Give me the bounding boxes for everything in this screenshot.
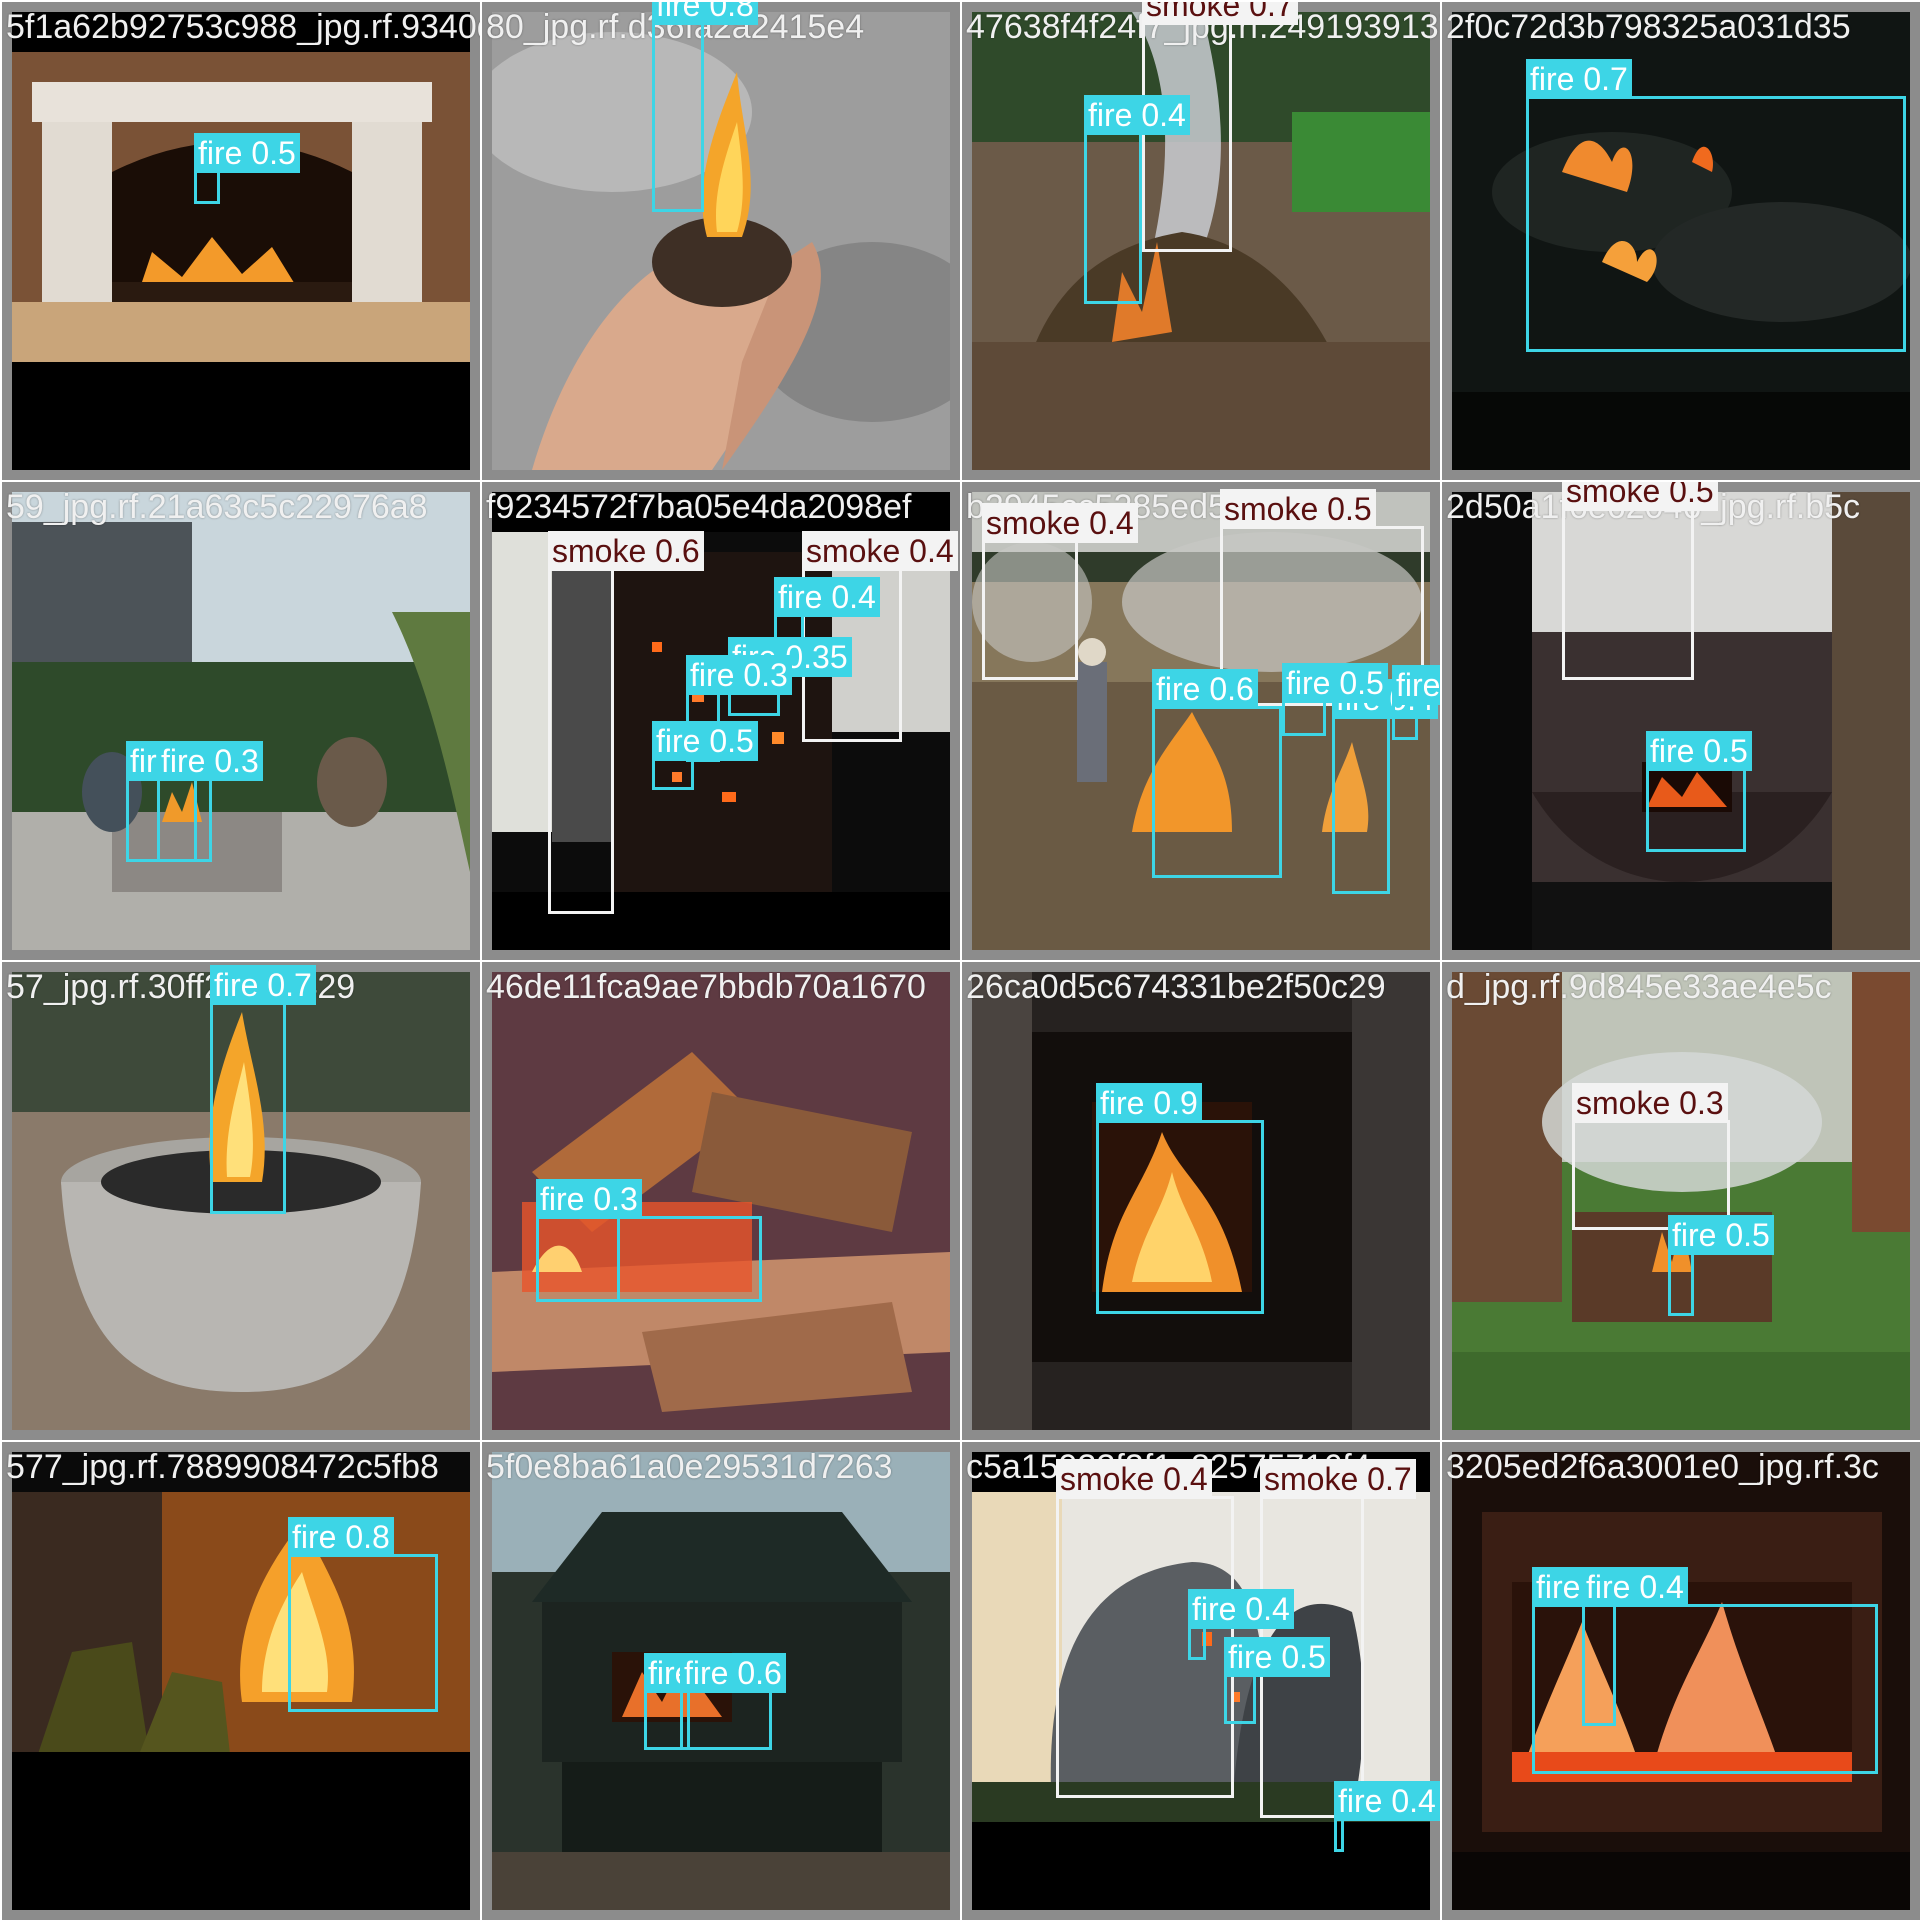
- detection-label: fire 0.6: [1152, 669, 1258, 709]
- fire-detection-box: fire 0.7: [210, 965, 316, 1214]
- fire-detection-box: fire 0.4: [1084, 95, 1190, 304]
- prediction-tile: 577_jpg.rf.7889908472c5fb8 fire 0.8: [0, 1440, 480, 1920]
- fire-detection-box: fire 0.6: [680, 1653, 786, 1750]
- fire-detection-box: fire 0.4: [1332, 679, 1438, 894]
- scene-photo: [492, 12, 950, 470]
- scene-photo: [972, 12, 1430, 470]
- detection-label: fire 0.5: [1224, 1637, 1330, 1677]
- fire-detection-box: fire 0.7: [1526, 59, 1906, 352]
- smoke-detection-box: smoke 0.4: [1056, 1459, 1234, 1798]
- detection-label: fire 0.8: [288, 1517, 394, 1557]
- detection-label: fire 0.4: [774, 577, 880, 617]
- fire-detection-box: fire 0.4: [774, 577, 880, 648]
- detection-label: fire 0.7: [1526, 59, 1632, 99]
- prediction-tile: 57_jpg.rf.30ff2a312429 fire 0.7: [0, 960, 480, 1440]
- scene-photo: [1452, 1452, 1910, 1910]
- smoke-detection-box: smoke 0.7: [1142, 2, 1298, 252]
- detection-label: fire 0.8: [652, 2, 758, 25]
- prediction-tile: 2f0c72d3b798325a031d35 fire 0.7: [1440, 0, 1920, 480]
- fire-detection-box: fire 0.5: [1224, 1637, 1330, 1724]
- fire-detection-box: fire 0.4: [1334, 1781, 1440, 1852]
- detection-label: smoke 0.5: [1562, 482, 1718, 511]
- detection-label: fire 0.5: [1282, 663, 1388, 703]
- detection-label: smoke 0.3: [1572, 1083, 1728, 1123]
- scene-photo: [1452, 972, 1910, 1430]
- detection-label: fire 0.4: [1334, 1781, 1440, 1821]
- fire-detection-box: fire 0.6: [1152, 669, 1282, 878]
- smoke-detection-box: smoke 0.5: [1220, 489, 1424, 706]
- smoke-detection-box: smoke 0.6: [548, 531, 704, 914]
- detection-label: fire 0.3: [536, 1179, 642, 1219]
- fire-detection-box: fire 0.5: [1668, 1215, 1774, 1316]
- fire-detection-box: fire 0.8: [652, 2, 758, 212]
- scene-photo: [12, 492, 470, 950]
- detection-label: fire 0.5: [1646, 731, 1752, 771]
- fire-detection-box: fire 0.4: [1582, 1567, 1688, 1726]
- fire-detection-box: fire 0.5: [652, 721, 758, 790]
- prediction-tile: 26ca0d5c674331be2f50c29 fire 0.9: [960, 960, 1440, 1440]
- fire-detection-box: fire 0.3: [536, 1179, 642, 1302]
- prediction-tile: f9234572f7ba05e4da2098ef smoke 0.6 smoke 0…: [480, 480, 960, 960]
- fire-detection-box: fire 0.8: [288, 1517, 438, 1712]
- detection-label: smoke 0.4: [1056, 1459, 1212, 1499]
- detection-label: fire 0.6: [680, 1653, 786, 1693]
- fire-detection-box: fire 0.3: [157, 741, 263, 862]
- prediction-tile: 80_jpg.rf.d36fa2a2415e4 fire 0.8: [480, 0, 960, 480]
- smoke-detection-box: smoke 0.3: [1572, 1083, 1730, 1230]
- detection-label: smoke 0.7: [1260, 1459, 1416, 1499]
- fire-detection-box: fire 0.9: [1096, 1083, 1264, 1314]
- detection-label: fire 0.4: [1188, 1589, 1294, 1629]
- scene-photo: [1452, 492, 1910, 950]
- prediction-tile: d_jpg.rf.9d845e33ae4e5c smoke 0.3 fire 0.5: [1440, 960, 1920, 1440]
- detection-label: smoke 0.6: [548, 531, 704, 571]
- detection-label: fire 0.5: [1668, 1215, 1774, 1255]
- scene-photo: [12, 12, 470, 470]
- detection-label: smoke 0.4: [982, 503, 1138, 543]
- detection-label: fire 0.3: [1392, 665, 1440, 705]
- fire-detection-box: fire 0.5: [1282, 663, 1388, 736]
- fire-detection-box: fire 0.5: [1646, 731, 1752, 852]
- prediction-tile: 59_jpg.rf.21a63c5c22976a8 fire fire 0.3: [0, 480, 480, 960]
- fire-detection-box: fire 0.5: [194, 133, 300, 204]
- detection-label: fire 0.7: [210, 965, 316, 1005]
- detection-label: smoke 0.5: [1220, 489, 1376, 529]
- detection-label: fire 0.5: [652, 721, 758, 761]
- smoke-detection-box: smoke 0.5: [1562, 482, 1718, 680]
- detection-label: smoke 0.4: [802, 531, 958, 571]
- smoke-detection-box: smoke 0.4: [982, 503, 1138, 680]
- detection-label: fire 0.4: [1582, 1567, 1688, 1607]
- detection-label: fire 0.3: [157, 741, 263, 781]
- scene-photo: [12, 972, 470, 1430]
- detection-label: fire 0.4: [1084, 95, 1190, 135]
- scene-photo: [12, 1452, 470, 1910]
- scene-photo: [972, 972, 1430, 1430]
- detection-label: fire 0.3: [686, 655, 792, 695]
- detection-label: smoke 0.7: [1142, 2, 1298, 25]
- fire-detection-box: fire 0.4: [1188, 1589, 1294, 1660]
- fire-detection-box: fire 0.3: [1392, 665, 1440, 740]
- prediction-tile: 47638f4f24f7_jpg.rf.2491939137 smoke 0.7 f…: [960, 0, 1440, 480]
- detection-label: fire 0.5: [194, 133, 300, 173]
- prediction-tile: 5f1a62b92753c988_jpg.rf.9340d5af0f3f7fir…: [0, 0, 480, 480]
- detection-label: fire 0.9: [1096, 1083, 1202, 1123]
